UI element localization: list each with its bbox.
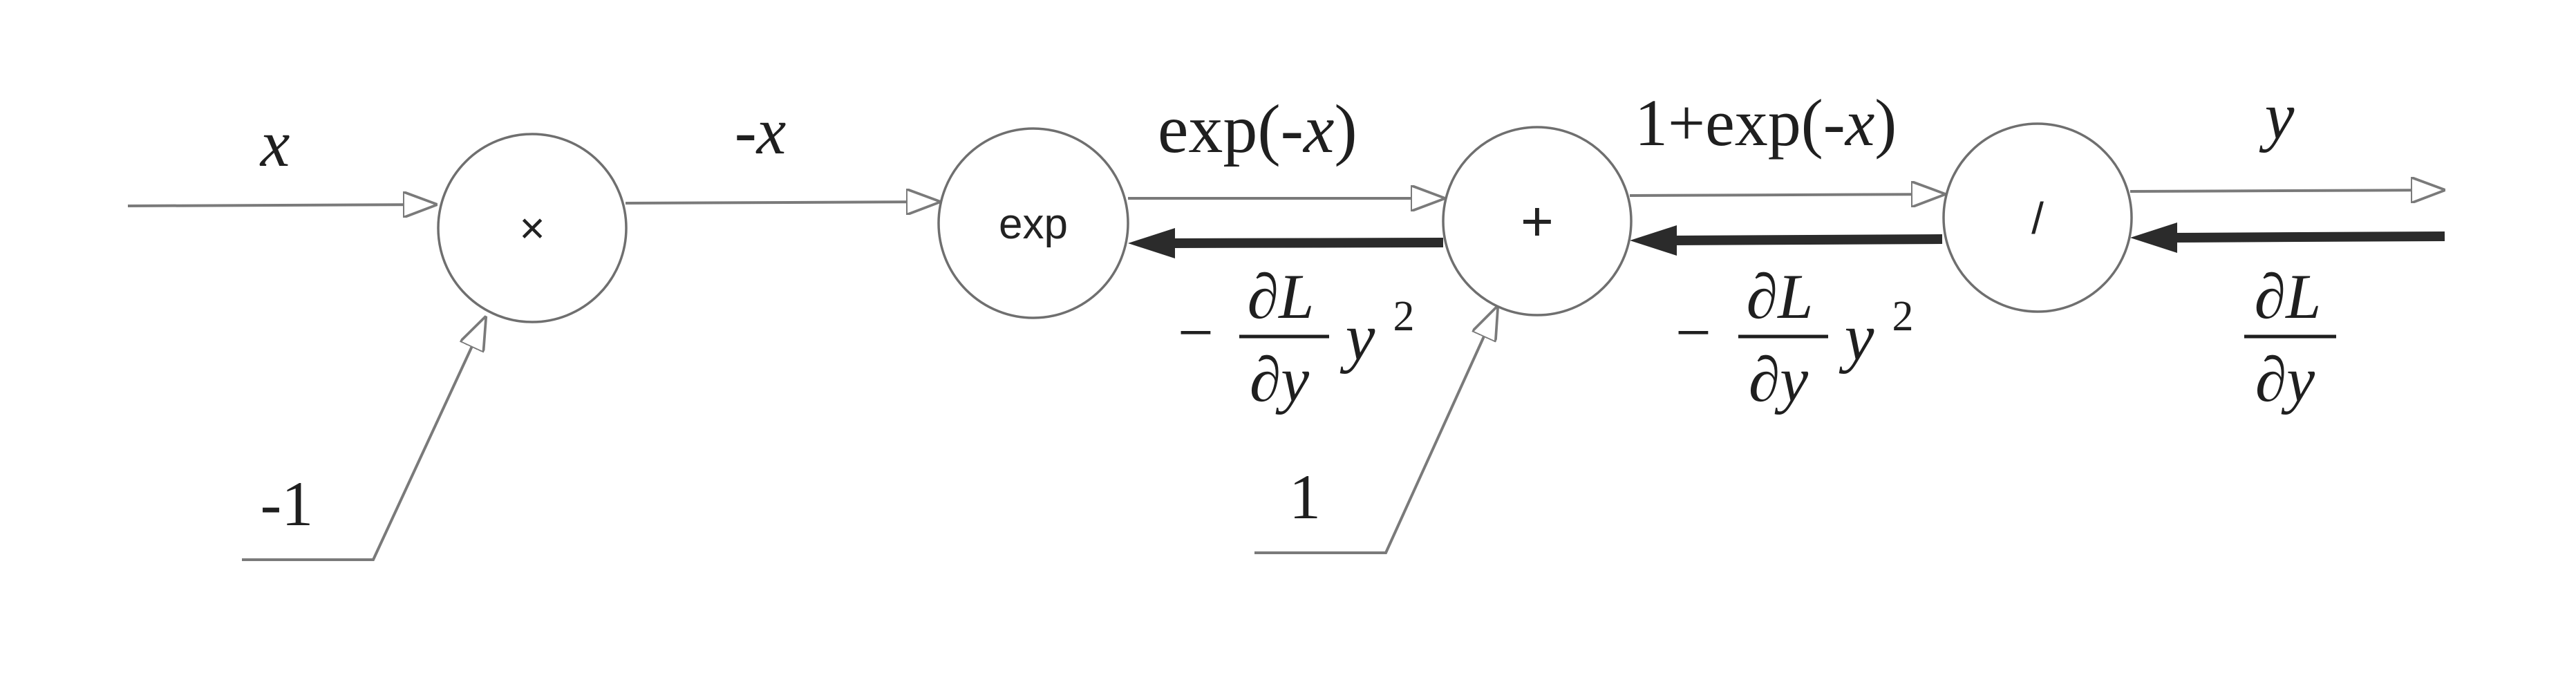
label-neg-x: -x [735, 94, 787, 168]
edge-add-to-divide [1629, 194, 1944, 196]
grad-arrowhead-at-divide [2130, 223, 2177, 253]
grad-add-y: y [1339, 300, 1375, 374]
label-minus-one: -1 [261, 468, 314, 539]
grad-edge-upstream-to-divide [2170, 231, 2445, 243]
label-grad-after-add: − ∂L ∂y y 2 [1178, 261, 1414, 415]
divide-node: / [1942, 122, 2133, 313]
label-one-plus-exp-neg-x: 1+exp(-x) [1635, 86, 1897, 160]
label-grad-upstream: ∂L ∂y [2244, 261, 2336, 415]
grad-divide-sign: − [1675, 297, 1711, 368]
label-input-x: x [259, 106, 290, 180]
multiply-symbol: × [519, 203, 545, 253]
divide-symbol: / [2031, 193, 2044, 243]
grad-arrowhead-at-add [1630, 225, 1677, 256]
edge-minus-one-to-multiply [242, 318, 485, 561]
grad-upstream-numerator: ∂L [2255, 261, 2322, 332]
edge-multiply-to-exp [625, 202, 939, 203]
grad-upstream-denominator: ∂y [2255, 344, 2315, 415]
label-grad-after-divide: − ∂L ∂y y 2 [1675, 261, 1913, 415]
grad-add-sign: − [1178, 297, 1214, 368]
add-node: + [1442, 126, 1633, 316]
exp-node: exp [937, 127, 1129, 319]
grad-divide-denominator: ∂y [1749, 344, 1808, 415]
grad-divide-y: y [1839, 300, 1874, 374]
grad-divide-power: 2 [1892, 293, 1914, 340]
edge-input-x-to-multiply [127, 205, 435, 206]
grad-divide-numerator: ∂L [1747, 261, 1814, 332]
grad-arrowhead-at-exp [1128, 228, 1175, 258]
grad-add-power: 2 [1393, 293, 1415, 340]
edge-one-to-add [1254, 307, 1497, 554]
grad-edge-divide-to-add [1671, 234, 1943, 245]
label-output-y: y [2259, 79, 2295, 153]
grad-add-denominator: ∂y [1250, 344, 1309, 415]
grad-add-numerator: ∂L [1248, 261, 1315, 332]
edge-divide-to-output-y [2130, 190, 2443, 191]
label-one: 1 [1289, 462, 1321, 532]
multiply-node: × [437, 133, 628, 323]
exp-symbol: exp [999, 200, 1068, 248]
label-exp-neg-x: exp(-x) [1158, 91, 1357, 167]
add-symbol: + [1521, 190, 1554, 253]
